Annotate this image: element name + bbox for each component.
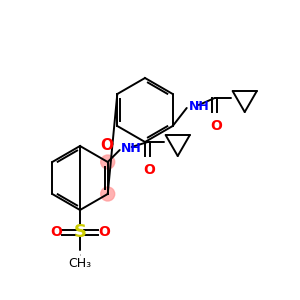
Text: O: O [210, 119, 222, 133]
Text: O: O [100, 137, 113, 152]
Text: S: S [74, 223, 86, 241]
Text: S: S [81, 245, 87, 255]
Text: O: O [98, 225, 110, 239]
Text: NH: NH [189, 100, 209, 112]
Text: CH₃: CH₃ [68, 257, 92, 270]
Text: S: S [80, 255, 81, 256]
Circle shape [101, 187, 115, 201]
Circle shape [101, 155, 115, 169]
Text: O: O [143, 163, 155, 177]
Text: NH: NH [121, 142, 142, 154]
Text: O: O [50, 225, 62, 239]
Text: S₂: S₂ [80, 254, 81, 255]
